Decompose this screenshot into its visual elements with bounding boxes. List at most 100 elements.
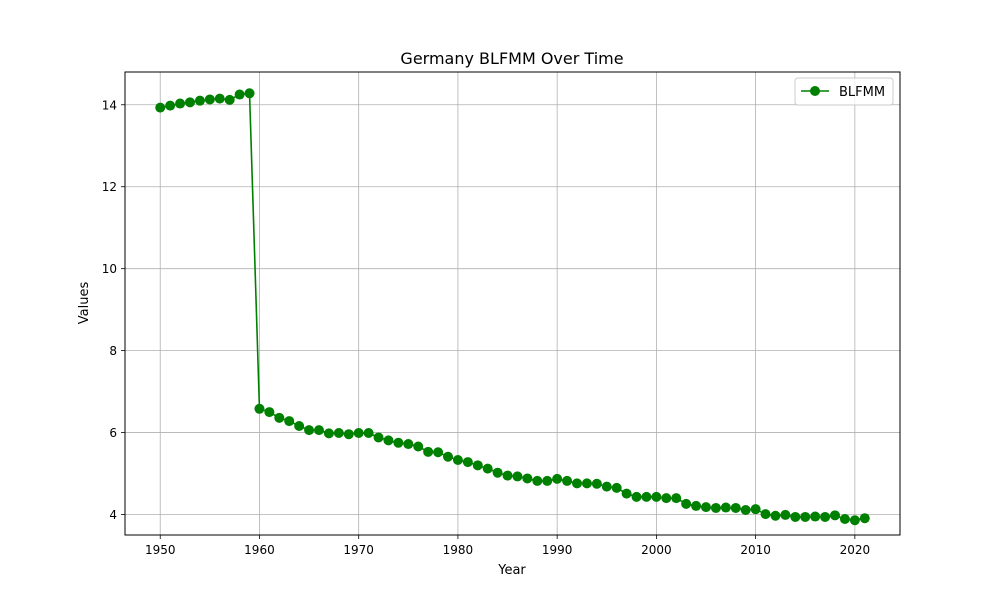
data-point (542, 475, 553, 486)
data-point (214, 93, 225, 104)
data-point (373, 432, 384, 443)
data-point (621, 488, 632, 499)
data-point (264, 407, 275, 418)
x-tick-label: 1970 (343, 543, 374, 557)
legend: BLFMM (794, 77, 894, 106)
data-point (820, 511, 831, 522)
data-point (462, 457, 473, 468)
data-point (552, 473, 563, 484)
data-point (790, 511, 801, 522)
data-point (780, 509, 791, 520)
data-point (750, 504, 761, 515)
data-point (313, 425, 324, 436)
legend-frame (794, 77, 894, 106)
data-point (304, 425, 315, 436)
data-point (393, 437, 404, 448)
data-point (452, 455, 463, 466)
data-point (194, 95, 205, 106)
legend-marker-swatch (810, 86, 820, 96)
y-tick-label: 12 (102, 180, 117, 194)
data-point (433, 447, 444, 458)
x-tick-label: 2010 (740, 543, 771, 557)
data-point (403, 439, 414, 450)
data-point (244, 88, 255, 99)
data-point (730, 502, 741, 513)
data-point (333, 427, 344, 438)
legend-label: BLFMM (839, 85, 885, 100)
data-point (839, 514, 850, 525)
data-point (701, 502, 712, 513)
x-tick-label: 1990 (542, 543, 573, 557)
data-point (562, 475, 573, 486)
data-point (482, 463, 493, 474)
data-point (770, 510, 781, 521)
y-tick-label: 14 (102, 98, 117, 112)
data-point (274, 412, 285, 423)
data-point (175, 98, 186, 109)
data-point (284, 416, 295, 427)
data-point (800, 511, 811, 522)
y-axis-ticks: 4 6 8 10 12 14 (102, 98, 125, 522)
x-tick-label: 1980 (443, 543, 474, 557)
data-point (830, 510, 841, 521)
data-point (502, 470, 513, 481)
data-point (184, 97, 195, 108)
data-point (165, 100, 176, 111)
data-point (383, 435, 394, 446)
data-point (522, 473, 533, 484)
y-tick-label: 6 (109, 426, 117, 440)
data-point (651, 491, 662, 502)
plot-area-frame (124, 71, 901, 536)
data-point (760, 509, 771, 520)
data-point (661, 493, 672, 504)
data-point (323, 428, 334, 439)
data-point (710, 502, 721, 513)
series-layer (155, 88, 870, 526)
data-point (294, 421, 305, 432)
data-point (442, 451, 453, 462)
grid-lines (125, 72, 900, 535)
y-axis-label: Values (77, 282, 92, 325)
data-point (631, 491, 642, 502)
data-point (720, 502, 731, 513)
data-point (611, 482, 622, 493)
data-point (204, 94, 215, 105)
data-point (413, 441, 424, 452)
data-point (591, 478, 602, 489)
data-point (343, 429, 354, 440)
data-point (224, 94, 235, 105)
x-axis-label: Year (497, 563, 526, 578)
data-point (581, 478, 592, 489)
data-point (353, 427, 364, 438)
y-tick-label: 10 (102, 262, 117, 276)
data-point (254, 403, 265, 414)
y-tick-label: 8 (109, 344, 117, 358)
data-point (155, 102, 166, 113)
x-tick-label: 1950 (145, 543, 176, 557)
data-point (691, 500, 702, 511)
data-point (423, 446, 434, 457)
data-point (512, 471, 523, 482)
x-tick-label: 2000 (641, 543, 672, 557)
chart-title: Germany BLFMM Over Time (400, 49, 623, 68)
data-point (810, 511, 821, 522)
data-point (532, 475, 543, 486)
x-tick-label: 1960 (244, 543, 275, 557)
data-point (641, 491, 652, 502)
data-point (472, 460, 483, 471)
x-axis-ticks: 1950 1960 1970 1980 1990 2000 2010 2020 (145, 535, 870, 557)
y-tick-label: 4 (109, 508, 117, 522)
data-point (572, 478, 583, 489)
x-tick-label: 2020 (840, 543, 871, 557)
data-point (849, 515, 860, 526)
data-point (681, 498, 692, 509)
data-point (234, 89, 245, 100)
data-point (859, 513, 870, 524)
data-point (671, 493, 682, 504)
data-point (363, 427, 374, 438)
data-point (492, 467, 503, 478)
data-point (740, 505, 751, 516)
data-point (601, 481, 612, 492)
